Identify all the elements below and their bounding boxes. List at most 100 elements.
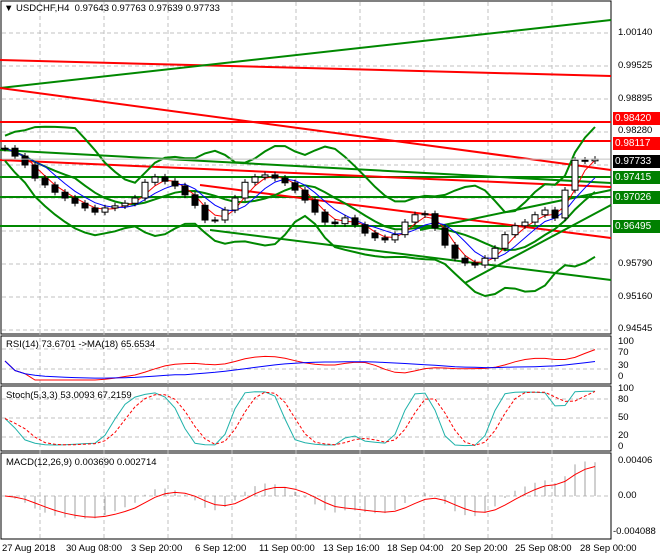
trend-line xyxy=(0,149,612,184)
panel-border xyxy=(0,385,612,452)
candle-body xyxy=(181,185,189,196)
rsi-line xyxy=(4,349,596,381)
macd-tick: 0.00406 xyxy=(618,455,653,466)
candle-body xyxy=(71,197,79,204)
candle-body xyxy=(111,205,119,209)
time-tick: 20 Sep 20:00 xyxy=(451,543,508,554)
rsi-ma-line xyxy=(4,360,596,379)
candle-body xyxy=(91,207,99,213)
candle-body xyxy=(561,189,569,219)
macd-tick: -0.004088 xyxy=(613,526,656,537)
open-value: 0.97643 xyxy=(74,3,109,14)
candle-body xyxy=(431,213,439,229)
stoch-tick: 20 xyxy=(618,430,629,441)
trend-line xyxy=(0,59,612,77)
candle-body xyxy=(501,234,509,249)
candle-body xyxy=(461,257,469,264)
current-price-tag: 0.97733 xyxy=(613,155,660,168)
candle-body xyxy=(391,234,399,241)
rsi-tick: 70 xyxy=(618,347,629,358)
rsi-tick: 0 xyxy=(618,371,624,382)
level-tag-resistance-2: 0.98117 xyxy=(613,137,660,150)
level-tag-resistance-1: 0.98420 xyxy=(613,112,660,125)
stoch-main-line xyxy=(4,390,595,447)
candle-body xyxy=(441,227,449,246)
symbol-label: USDCHF,H4 xyxy=(16,3,70,14)
candle-body xyxy=(351,217,359,226)
candle-body xyxy=(261,174,269,178)
high-value: 0.97763 xyxy=(111,3,146,14)
candle-body xyxy=(231,197,239,211)
candle-body xyxy=(11,147,19,157)
level-tag-support-2: 0.97026 xyxy=(613,191,660,204)
time-tick: 11 Sep 00:00 xyxy=(259,543,315,554)
candle-body xyxy=(101,207,109,213)
candle-body xyxy=(251,176,259,183)
candle-body xyxy=(401,221,409,236)
candle-body xyxy=(41,177,49,186)
candle-body xyxy=(271,174,279,179)
price-tick: 0.99525 xyxy=(618,60,653,71)
time-tick: 30 Aug 08:00 xyxy=(66,543,122,554)
candle-body xyxy=(371,232,379,239)
candle-body xyxy=(161,176,169,182)
trend-line xyxy=(0,159,612,188)
candle-body xyxy=(361,224,369,234)
rsi-tick: 100 xyxy=(618,336,634,347)
candle-body xyxy=(521,221,529,227)
price-tick: 0.95160 xyxy=(618,291,653,302)
candle-body xyxy=(321,211,329,223)
time-tick: 3 Sep 20:00 xyxy=(131,543,183,554)
price-tick: 0.95790 xyxy=(618,258,653,269)
level-tag-support-1: 0.97415 xyxy=(613,171,660,184)
trend-line xyxy=(464,204,612,284)
candle-body xyxy=(571,159,579,191)
panel-border xyxy=(0,335,612,385)
candle-body xyxy=(301,189,309,201)
stoch-label: Stoch(5,3,3) 53.0093 67.2159 xyxy=(6,390,132,401)
candle-body xyxy=(481,257,489,266)
candle-body xyxy=(551,209,559,219)
stoch-tick: 80 xyxy=(618,394,629,405)
panel-border xyxy=(0,0,612,335)
candle-body xyxy=(151,176,159,183)
candle-body xyxy=(191,194,199,206)
candle-body xyxy=(21,155,29,166)
stoch-tick: 100 xyxy=(618,383,634,394)
candle-body xyxy=(511,225,519,236)
candle-body xyxy=(241,181,249,199)
candle-body xyxy=(451,244,459,259)
candle-body xyxy=(421,213,429,216)
rsi-tick: 30 xyxy=(618,360,629,371)
candle-body xyxy=(281,177,289,184)
candle-body xyxy=(171,180,179,187)
trend-line xyxy=(209,229,612,281)
candle-body xyxy=(471,262,479,266)
candle-body xyxy=(411,214,419,223)
candle-body xyxy=(581,159,589,162)
trend-line xyxy=(199,184,612,239)
candle-body xyxy=(491,247,499,259)
rsi-label: RSI(14) 73.6701 ->MA(18) 65.6534 xyxy=(6,339,156,350)
time-tick: 6 Sep 12:00 xyxy=(195,543,247,554)
candle-body xyxy=(221,209,229,221)
candle-body xyxy=(541,209,549,216)
time-tick: 18 Sep 04:00 xyxy=(387,543,444,554)
band-lower xyxy=(4,160,596,298)
price-tick: 1.00140 xyxy=(618,27,653,38)
time-tick: 25 Sep 08:00 xyxy=(515,543,572,554)
panel-border xyxy=(0,452,612,540)
low-value: 0.97639 xyxy=(148,3,183,14)
candle-body xyxy=(211,219,219,222)
stoch-signal-line xyxy=(4,390,596,446)
stoch-tick: 50 xyxy=(618,412,629,423)
chart-header: ▼ USDCHF,H4 0.97643 0.97763 0.97639 0.97… xyxy=(4,3,220,14)
candle-body xyxy=(381,237,389,241)
dropdown-triangle-icon[interactable]: ▼ xyxy=(4,3,14,14)
trend-line xyxy=(0,87,612,171)
price-tick: 0.94545 xyxy=(618,323,653,334)
time-tick: 13 Sep 16:00 xyxy=(323,543,380,554)
macd-label: MACD(12,26,9) 0.003690 0.002714 xyxy=(6,457,157,468)
